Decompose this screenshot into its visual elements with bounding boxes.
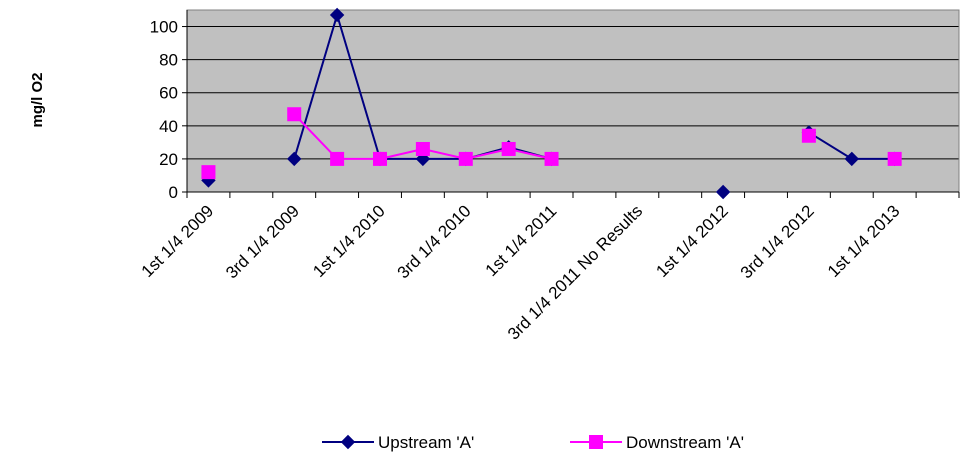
- y-tick-label: 20: [159, 150, 178, 169]
- y-axis: 0 20 40 60 80 100: [150, 10, 188, 202]
- plot-area: [186, 9, 960, 193]
- data-point: [544, 151, 559, 166]
- x-tick-label: 1st 1/4 2009: [138, 201, 218, 281]
- data-point: [287, 107, 302, 122]
- data-point: [373, 151, 387, 166]
- y-tick-label: 0: [169, 183, 178, 202]
- x-tick-label: 3rd 1/4 2010: [394, 201, 475, 282]
- y-axis-label: mg/l O2: [29, 72, 46, 127]
- y-tick-label: 60: [159, 84, 178, 103]
- data-point: [340, 434, 356, 450]
- legend-label: Upstream 'A': [378, 433, 474, 452]
- x-tick-label: 3rd 1/4 2009: [222, 201, 303, 282]
- plot-background: [187, 10, 959, 192]
- y-tick-label: 80: [159, 51, 178, 70]
- x-tick-label: 1st 1/4 2012: [652, 201, 732, 281]
- x-tick-label: 1st 1/4 2010: [309, 201, 389, 281]
- data-point: [287, 151, 302, 167]
- series-layer: [201, 7, 902, 200]
- data-point: [330, 151, 345, 166]
- legend: Upstream 'A' Downstream 'A': [322, 433, 744, 452]
- y-tick-label: 100: [150, 18, 178, 37]
- x-tick-label: 1st 1/4 2011: [482, 201, 561, 280]
- data-point: [201, 165, 216, 180]
- data-point: [801, 128, 816, 143]
- data-point: [415, 141, 430, 156]
- data-point: [458, 151, 473, 166]
- y-tick-label: 40: [159, 117, 178, 136]
- data-point: [844, 151, 859, 167]
- x-tick-label: 1st 1/4 2013: [824, 201, 904, 281]
- data-point: [715, 184, 731, 200]
- x-axis: 1st 1/4 2009 3rd 1/4 2009 1st 1/4 2010 3rd …: [138, 191, 960, 344]
- data-point: [329, 7, 345, 23]
- legend-item: Downstream 'A': [570, 433, 744, 452]
- legend-item: Upstream 'A': [322, 433, 474, 452]
- data-point: [589, 435, 603, 449]
- series-1: [201, 107, 902, 180]
- data-point: [887, 151, 902, 166]
- legend-label: Downstream 'A': [626, 433, 744, 452]
- grid-lines: [187, 26, 959, 160]
- x-tick-label: 3rd 1/4 2012: [737, 201, 818, 282]
- data-point: [501, 141, 516, 156]
